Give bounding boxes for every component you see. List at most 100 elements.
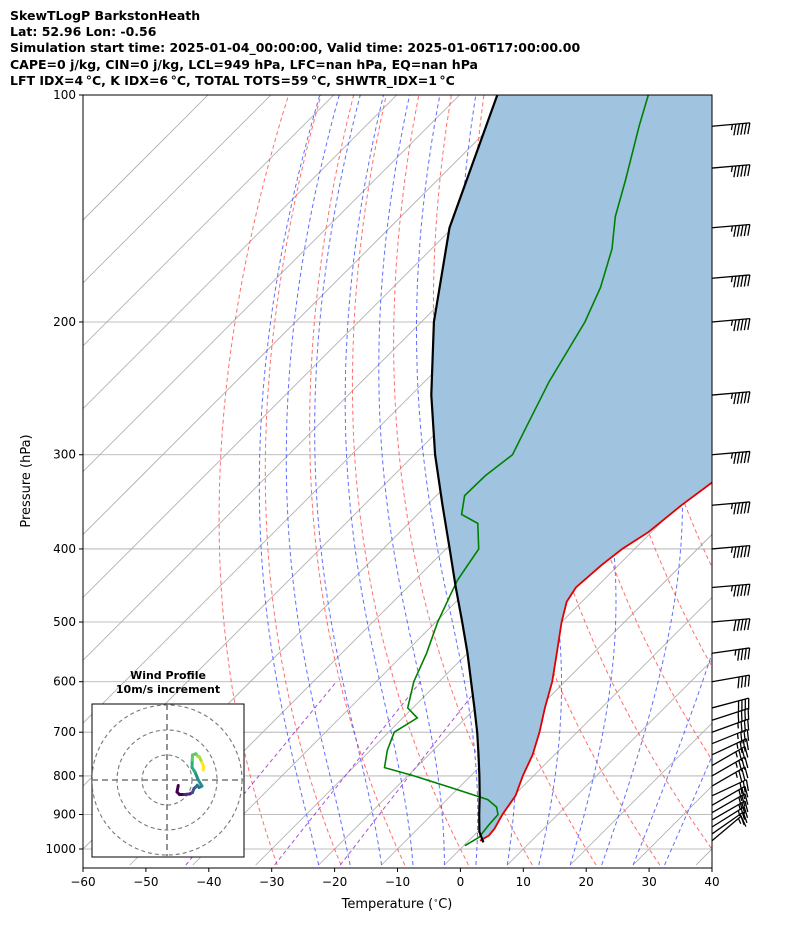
mixing-ratio-line (274, 681, 421, 866)
wind-profile-inset (91, 703, 245, 858)
x-tick-label: 0 (457, 875, 465, 889)
x-tick-label: −30 (259, 875, 284, 889)
wind-barb-staff (711, 618, 750, 623)
wind-barb-staff (711, 674, 750, 683)
wind-barb-flag (733, 546, 737, 559)
wind-barb-half-flag (736, 733, 739, 740)
wind-barb-flag (741, 787, 746, 800)
wind-barb-flag (741, 748, 746, 760)
dewpoint-line (383, 95, 650, 847)
moist-adiabat-line (285, 95, 351, 866)
isotherm-line (83, 95, 460, 473)
parcel-area-fill (431, 95, 712, 843)
wind-barb-flag (733, 503, 737, 515)
wind-barb-flag (747, 647, 751, 660)
wind-barb-flag (741, 802, 746, 814)
wind-barb-staff (711, 122, 750, 127)
wind-barb-flag (743, 391, 748, 404)
chart-header: SkewTLogP BarkstonHeath Lat: 52.96 Lon: … (10, 8, 790, 89)
y-tick-label: 500 (53, 615, 76, 629)
wind-profile-title: Wind Profile (130, 669, 206, 682)
wind-barb-staff (711, 756, 746, 777)
x-tick-label: −60 (70, 875, 95, 889)
x-tick-label: 10 (516, 875, 531, 889)
wind-barb-flag (743, 584, 748, 596)
dry-adiabat-line (393, 95, 533, 866)
y-tick-label: 900 (53, 807, 76, 821)
wind-barb-flag (745, 738, 750, 751)
wind-barb-flag (740, 224, 744, 237)
wind-profile-plot (92, 704, 244, 857)
wind-barb-flag (747, 584, 751, 596)
mixing-ratio-line (339, 681, 484, 866)
wind-barb-flag (743, 224, 748, 237)
wind-barb-half-flag (730, 585, 734, 592)
wind-barb-flag (741, 795, 746, 807)
wind-barb-half-flag (737, 810, 741, 817)
y-tick-label: 600 (53, 675, 76, 689)
wind-barb-half-flag (736, 743, 739, 749)
wind-barb-flag (747, 618, 751, 631)
wind-barb-flag (739, 741, 743, 754)
wind-barb-flag (739, 782, 743, 795)
wind-profile-subtitle: 10m/s increment (115, 683, 221, 696)
wind-barb-flag (736, 452, 741, 464)
temperature-line (479, 481, 712, 842)
wind-barb-flag (743, 806, 749, 818)
y-tick-label: 200 (53, 315, 76, 329)
wind-barb-flag (742, 811, 748, 824)
isotherm-line (83, 95, 523, 536)
wind-barb-flag (740, 451, 744, 464)
wind-barb-flag (744, 766, 749, 779)
x-tick-label: 40 (704, 875, 719, 889)
wind-barb-flag (747, 224, 751, 236)
wind-barb-flag (733, 619, 737, 632)
wind-barb-flag (737, 649, 740, 661)
wind-barb-flag (733, 585, 737, 597)
wind-barb-flag (736, 123, 741, 136)
wind-barb-half-flag (738, 804, 741, 811)
moist-adiabat-line (378, 95, 445, 865)
moist-adiabat-line (344, 95, 414, 866)
wind-barb-half-flag (737, 818, 742, 824)
wind-barb-half-flag (730, 166, 734, 173)
x-tick-label: −10 (385, 875, 410, 889)
wind-barb-flag (743, 618, 748, 631)
wind-barb-half-flag (730, 503, 734, 510)
wind-barb-staff (711, 738, 747, 756)
wind-barb-flag (744, 786, 749, 798)
wind-barb-flag (743, 720, 747, 732)
wind-barb-staff (711, 647, 750, 654)
wind-barb-flag (743, 123, 748, 135)
wind-barb-flag (743, 502, 748, 514)
y-tick-label: 700 (53, 725, 76, 739)
x-tick-label: 20 (579, 875, 594, 889)
simulation-time-line: Simulation start time: 2025-01-04_00:00:… (10, 40, 581, 56)
wind-barb-flag (742, 781, 746, 793)
wind-barb-flag (733, 452, 737, 464)
axes: −60 −50 −40 −30 −20 −10 0 10 20 30 40 1000 900 800 700… (45, 88, 719, 889)
wind-barb-staff (711, 815, 742, 842)
wind-barb-flag (740, 648, 744, 661)
moist-adiabat-line (664, 755, 712, 866)
wind-barb-flag (736, 275, 741, 288)
moist-adiabat-line (258, 95, 321, 866)
wind-barb-flag (740, 392, 744, 404)
wind-barb-flag (746, 729, 750, 741)
wind-barb-staff (711, 164, 750, 169)
wind-barb-half-flag (730, 547, 734, 553)
wind-barb-flag (738, 760, 743, 772)
x-axis-degree: ∘ (433, 896, 438, 905)
isotherm-line (444, 596, 712, 866)
wind-barb-staff (711, 583, 750, 589)
wind-barb-staff (711, 800, 746, 821)
wind-barb-half-flag (730, 276, 734, 283)
wind-barb-flag (736, 392, 741, 404)
wind-barb-flag (738, 770, 743, 782)
wind-barb-half-flag (735, 751, 738, 758)
wind-barb-flag (736, 225, 741, 237)
wind-barb-flag (741, 758, 746, 770)
wind-barb-flag (740, 502, 744, 514)
wind-barb-flag (747, 451, 751, 463)
wind-barb-staff (711, 450, 750, 456)
